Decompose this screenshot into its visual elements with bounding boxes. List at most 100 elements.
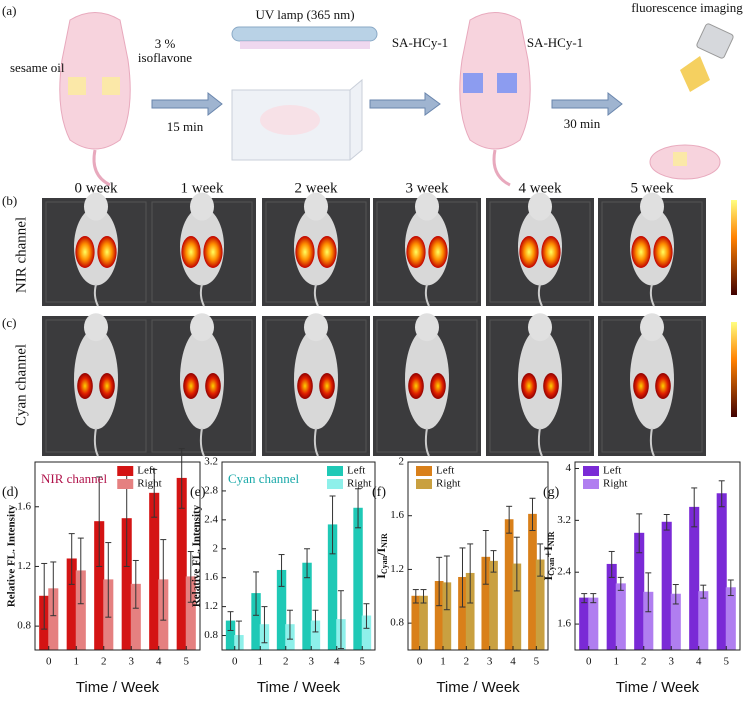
- x-tick-label: 0: [232, 656, 238, 668]
- tail: [199, 427, 205, 457]
- mouse: [294, 328, 338, 430]
- bar: [725, 587, 736, 651]
- charts: 0.8 1.2 1.6 0 1 2 3 4 5 Time / Week (d) Relative FL…: [2, 448, 741, 696]
- y-axis-label-part: NIR: [380, 533, 389, 548]
- signal: [408, 373, 424, 399]
- y-tick-label: 0.8: [204, 629, 218, 641]
- mouse: [74, 328, 118, 430]
- y-tick-label: 2.4: [557, 566, 571, 578]
- arrow: [369, 92, 441, 116]
- panel-label: (c): [2, 315, 16, 330]
- y-tick-label: 1.6: [557, 618, 571, 630]
- column-label: 1 week: [181, 180, 224, 196]
- label: UV lamp (365 nm): [255, 7, 354, 22]
- head: [640, 313, 664, 342]
- signal: [541, 236, 561, 268]
- annotation: Cyan channel: [228, 471, 300, 486]
- y-tick-label: 0.8: [17, 620, 31, 632]
- column-label: 5 week: [631, 180, 674, 196]
- tail: [93, 427, 99, 457]
- tail: [424, 427, 430, 457]
- patch: [68, 77, 86, 95]
- y-tick-label: 1.2: [390, 563, 404, 575]
- mouse: [405, 328, 449, 430]
- tail: [537, 284, 543, 307]
- plot-frame: [574, 461, 741, 651]
- legend-swatch: [117, 466, 134, 476]
- panel-label: (f): [372, 485, 386, 500]
- mouse: [518, 328, 562, 430]
- colorbar: [731, 322, 737, 417]
- label: fluorescence imaging: [631, 0, 743, 15]
- uv-light: [240, 41, 370, 49]
- head: [304, 313, 328, 342]
- head: [84, 192, 108, 221]
- y-tick-label: 2: [399, 456, 405, 468]
- head: [528, 192, 552, 221]
- x-tick-label: 2: [101, 656, 107, 668]
- signal: [297, 373, 313, 399]
- tail: [93, 284, 99, 307]
- x-tick-label: 4: [334, 656, 340, 668]
- signal: [183, 373, 199, 399]
- y-tick-label: 2.8: [204, 484, 218, 496]
- legend-swatch: [327, 466, 343, 476]
- legend-swatch: [416, 466, 432, 476]
- schematic: (a) sesame oil 3 % isoflavone 15 min UV …: [2, 0, 743, 187]
- head: [84, 313, 108, 342]
- y-tick-label: 0.8: [390, 617, 404, 629]
- x-axis-label: Time / Week: [257, 679, 341, 696]
- tail: [649, 284, 655, 307]
- x-tick-label: 4: [510, 656, 516, 668]
- bar: [353, 507, 363, 651]
- tail: [424, 284, 430, 307]
- patch: [497, 73, 517, 93]
- x-tick-label: 3: [309, 656, 315, 668]
- x-axis-label: Time / Week: [436, 679, 520, 696]
- legend-label: Left: [436, 465, 454, 477]
- signal: [633, 373, 649, 399]
- head: [415, 192, 439, 221]
- signal: [655, 373, 671, 399]
- y-tick-label: 3.2: [204, 456, 218, 468]
- x-axis-label: Time / Week: [76, 679, 160, 696]
- bar: [588, 597, 599, 651]
- signal: [543, 373, 559, 399]
- column-label: 4 week: [519, 180, 562, 196]
- column-label: 0 week: [75, 180, 118, 196]
- x-tick-label: 3: [669, 656, 675, 668]
- signal: [75, 236, 95, 268]
- tail: [313, 427, 319, 457]
- label: sesame oil: [10, 60, 65, 75]
- panel-label: (g): [543, 485, 560, 500]
- x-tick-label: 0: [417, 656, 423, 668]
- mouse: [459, 12, 531, 150]
- bar: [489, 560, 498, 651]
- label: 30 min: [564, 116, 601, 131]
- legend-label: Right: [436, 478, 460, 490]
- panel-label: (a): [2, 3, 16, 18]
- x-tick-label: 1: [440, 656, 446, 668]
- y-tick-label: 1.2: [204, 600, 218, 612]
- signal: [295, 236, 315, 268]
- label: SA-HCy-1: [392, 35, 448, 50]
- x-tick-label: 3: [487, 656, 493, 668]
- x-tick-label: 1: [258, 656, 264, 668]
- signal: [519, 236, 539, 268]
- y-axis-label-part: NIR: [547, 531, 556, 546]
- y-axis-label-part: Cyan: [547, 557, 556, 576]
- head: [528, 313, 552, 342]
- y-axis-label: ICyan+INIR: [541, 531, 556, 580]
- signal: [317, 236, 337, 268]
- panel-label: (b): [2, 193, 17, 208]
- legend-swatch: [117, 479, 134, 489]
- tail: [313, 284, 319, 307]
- row-label: NIR channel: [13, 217, 29, 293]
- annotation: NIR channel: [41, 471, 107, 486]
- colorbar: [731, 200, 737, 295]
- bar: [661, 521, 672, 651]
- signal: [631, 236, 651, 268]
- y-tick-label: 4: [566, 462, 572, 474]
- y-axis-label: Relative FL. Intensity: [6, 504, 18, 607]
